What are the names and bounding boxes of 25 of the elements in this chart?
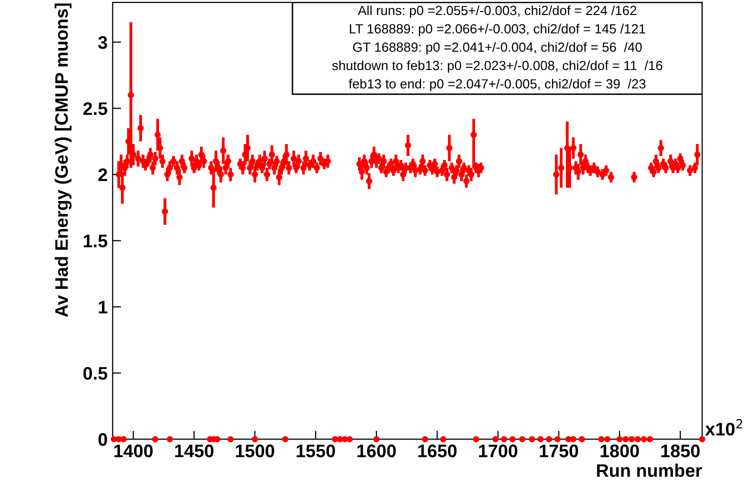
x-tick-label: 1850 <box>661 444 700 458</box>
y-tick-label: 2 <box>98 168 108 182</box>
y-tick-label: 1.5 <box>84 234 108 248</box>
x-tick-label: 1800 <box>600 444 639 458</box>
x-tick-label: 1750 <box>540 444 578 458</box>
y-tick-label: 0 <box>98 433 108 446</box>
x-tick-label: 1650 <box>418 444 457 458</box>
annotation: All runs: p0 =2.055+/-0.003, chi2/dof = 224 /162 <box>358 5 636 18</box>
y-tick-label: 0.5 <box>83 366 108 380</box>
annotation: shutdown to feb13: p0 =2.023+/-0.008, chi2/dof = 11 /16 <box>332 60 662 73</box>
y-axis-title: Av Had Energy (GeV) [CMUP muons] <box>54 3 72 317</box>
x-tick-label: 1400 <box>114 444 153 458</box>
annotation: GT 168889: p0 =2.041+/-0.004, chi2/dof = 56 /40 <box>353 42 642 54</box>
annotation: feb13 to end: p0 =2.047+/-0.005, chi2/dof = 39 /23 <box>348 78 646 92</box>
x-tick-label: 1450 <box>175 444 214 458</box>
y-tick-label: 2.5 <box>83 102 108 116</box>
x-tick-label: 1550 <box>296 444 335 458</box>
x-axis-title: Run number <box>597 464 702 477</box>
y-tick-label: 3 <box>98 36 108 49</box>
x-tick-label: 1700 <box>479 444 518 458</box>
annotation: LT 168889: p0 =2.066+/-0.003, chi2/dof = 145 /121 <box>350 24 646 36</box>
text: x10$^{2}$ <box>705 419 742 436</box>
x-tick-label: 1500 <box>236 444 274 458</box>
x-tick-label: 1600 <box>357 444 396 458</box>
y-tick-label: 1 <box>98 300 108 314</box>
